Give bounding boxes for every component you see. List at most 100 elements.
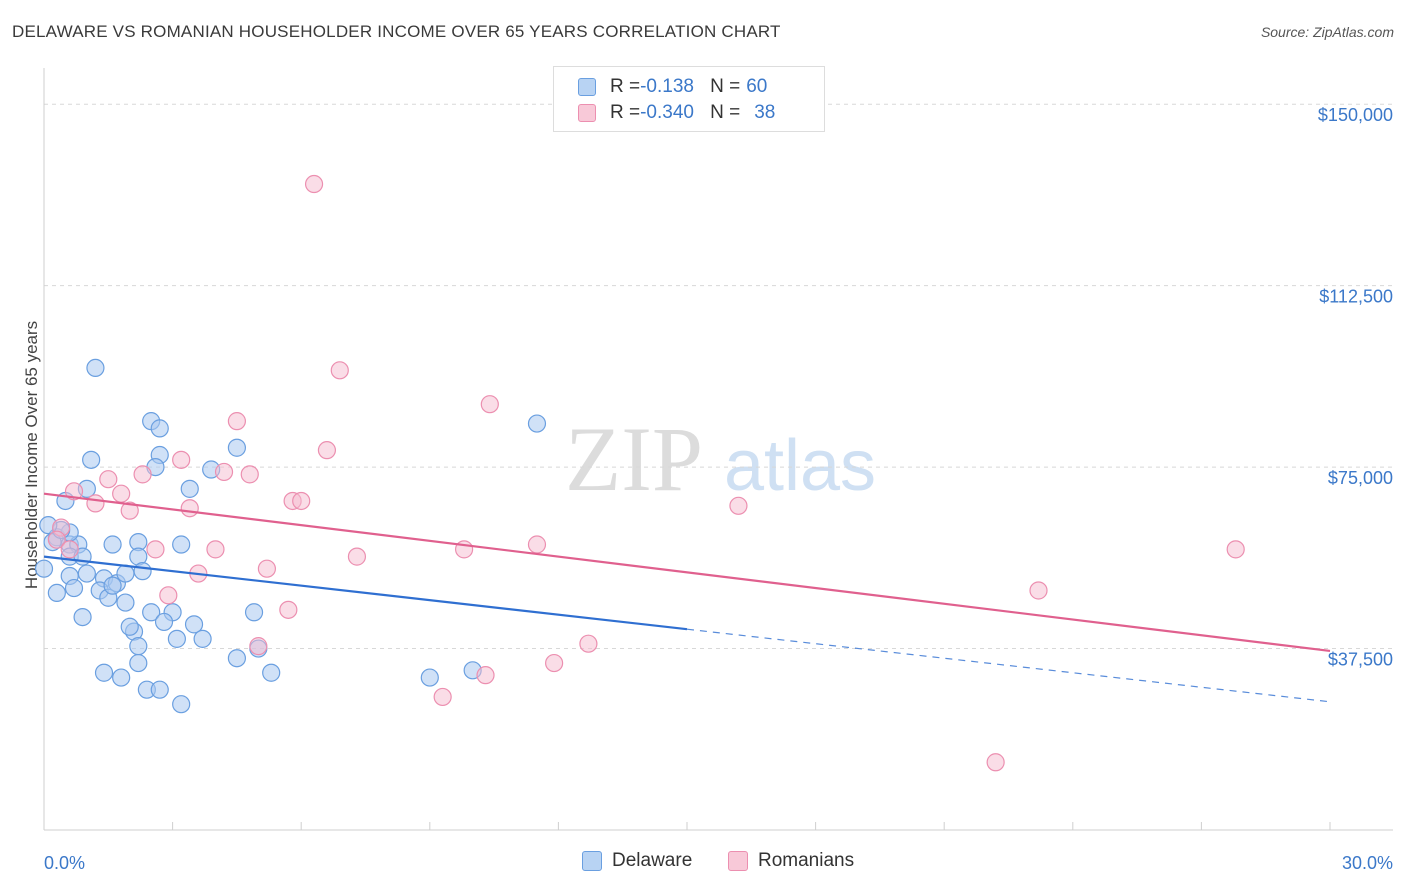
delaware-trend-extension [686,628,1331,703]
delaware-point [103,576,122,595]
delaware-r-value: -0.138 [640,76,694,97]
romanians-point [120,501,139,520]
x-tick-label-max: 30.0% [1342,853,1393,873]
legend-item-delaware[interactable]: Delaware [582,850,692,872]
delaware-point [94,663,114,682]
delaware-point [116,593,135,612]
delaware-legend-label: Delaware [612,850,693,871]
romanians-point [292,491,311,511]
delaware-point [150,419,169,438]
romanians-point [330,361,349,380]
stats-legend: R = -0.138 N = 60 R = -0.340 N = 38 [553,66,825,132]
romanians-point [433,687,452,707]
delaware-point [120,617,139,636]
delaware-point [172,535,191,554]
delaware-point [172,695,191,714]
romanians-point [180,499,199,518]
delaware-point [227,649,246,668]
delaware-point [77,564,96,583]
romanians-point [317,441,337,460]
delaware-trend-line [43,555,688,631]
romanians-point [480,395,499,414]
legend-row-delaware: R = -0.138 N = 60 [578,75,767,99]
romanians-point [86,494,105,513]
romanians-point [257,559,277,578]
chart-title: DELAWARE VS ROMANIAN HOUSEHOLDER INCOME … [12,22,781,41]
watermark-zip: ZIP [565,408,703,510]
delaware-legend-swatch [582,851,602,871]
romanians-point [579,634,598,653]
delaware-point [47,583,66,603]
delaware-point [64,578,84,598]
delaware-point [167,629,186,648]
delaware-point [103,535,122,554]
watermark-atlas: atlas [724,426,876,506]
romanians-point [1029,581,1048,600]
delaware-point [142,603,161,622]
delaware-point [150,680,169,699]
romanians-point [172,450,191,469]
delaware-swatch [578,78,596,96]
romanians-legend-swatch [728,851,748,871]
delaware-point [82,450,101,469]
y-tick-label: $112,500 [1319,287,1393,307]
romanians-point [99,470,118,489]
delaware-point [116,564,135,583]
delaware-point [73,607,92,627]
delaware-point [193,629,212,648]
romanians-point [214,462,234,482]
delaware-point [180,479,199,498]
delaware-point [129,637,148,656]
romanians-point [347,547,367,566]
y-tick-label: $37,500 [1328,650,1393,670]
delaware-point [34,559,54,578]
romanians-point [279,600,298,619]
romanians-point [1226,540,1245,559]
delaware-point [227,438,246,457]
delaware-n-label: N = [710,76,741,97]
romanians-point [146,540,165,559]
legend-item-romanians[interactable]: Romanians [728,850,854,872]
romanians-trend-line [43,492,1331,653]
delaware-point [129,653,148,673]
delaware-point [527,414,547,433]
romanians-r-label: R = [610,102,641,123]
delaware-point [420,668,439,687]
y-tick-label: $150,000 [1318,105,1393,125]
delaware-point [184,615,204,634]
romanians-point [476,666,495,685]
x-tick-label-min: 0.0% [44,853,85,873]
delaware-point [133,562,152,581]
series-legend: Delaware Romanians [0,850,1406,878]
romanians-r-value: -0.340 [640,102,694,123]
romanians-point [64,482,84,501]
romanians-n-value: 38 [754,102,776,123]
delaware-n-value: 60 [746,76,768,97]
romanians-point [133,465,152,484]
romanians-swatch [578,104,596,122]
romanians-point [227,412,246,431]
delaware-point [244,603,264,622]
delaware-point [86,358,105,378]
romanians-point [206,540,225,559]
romanians-point [240,465,259,484]
romanians-point [729,496,748,515]
romanians-point [986,753,1005,772]
source-credit: Source: ZipAtlas.com [1260,24,1394,40]
romanians-point [249,637,268,656]
romanians-point [112,484,131,503]
romanians-point [527,535,547,554]
delaware-point [112,668,131,687]
delaware-r-label: R = [610,76,641,97]
y-tick-label: $75,000 [1328,468,1393,488]
romanians-point [47,530,66,549]
delaware-point [154,612,174,632]
romanians-point [159,586,178,605]
romanians-legend-label: Romanians [758,850,855,871]
legend-row-romanians: R = -0.340 N = 38 [578,101,775,125]
romanians-point [60,540,79,559]
romanians-point [545,653,564,673]
romanians-n-label: N = [710,102,741,123]
romanians-point [304,174,324,194]
